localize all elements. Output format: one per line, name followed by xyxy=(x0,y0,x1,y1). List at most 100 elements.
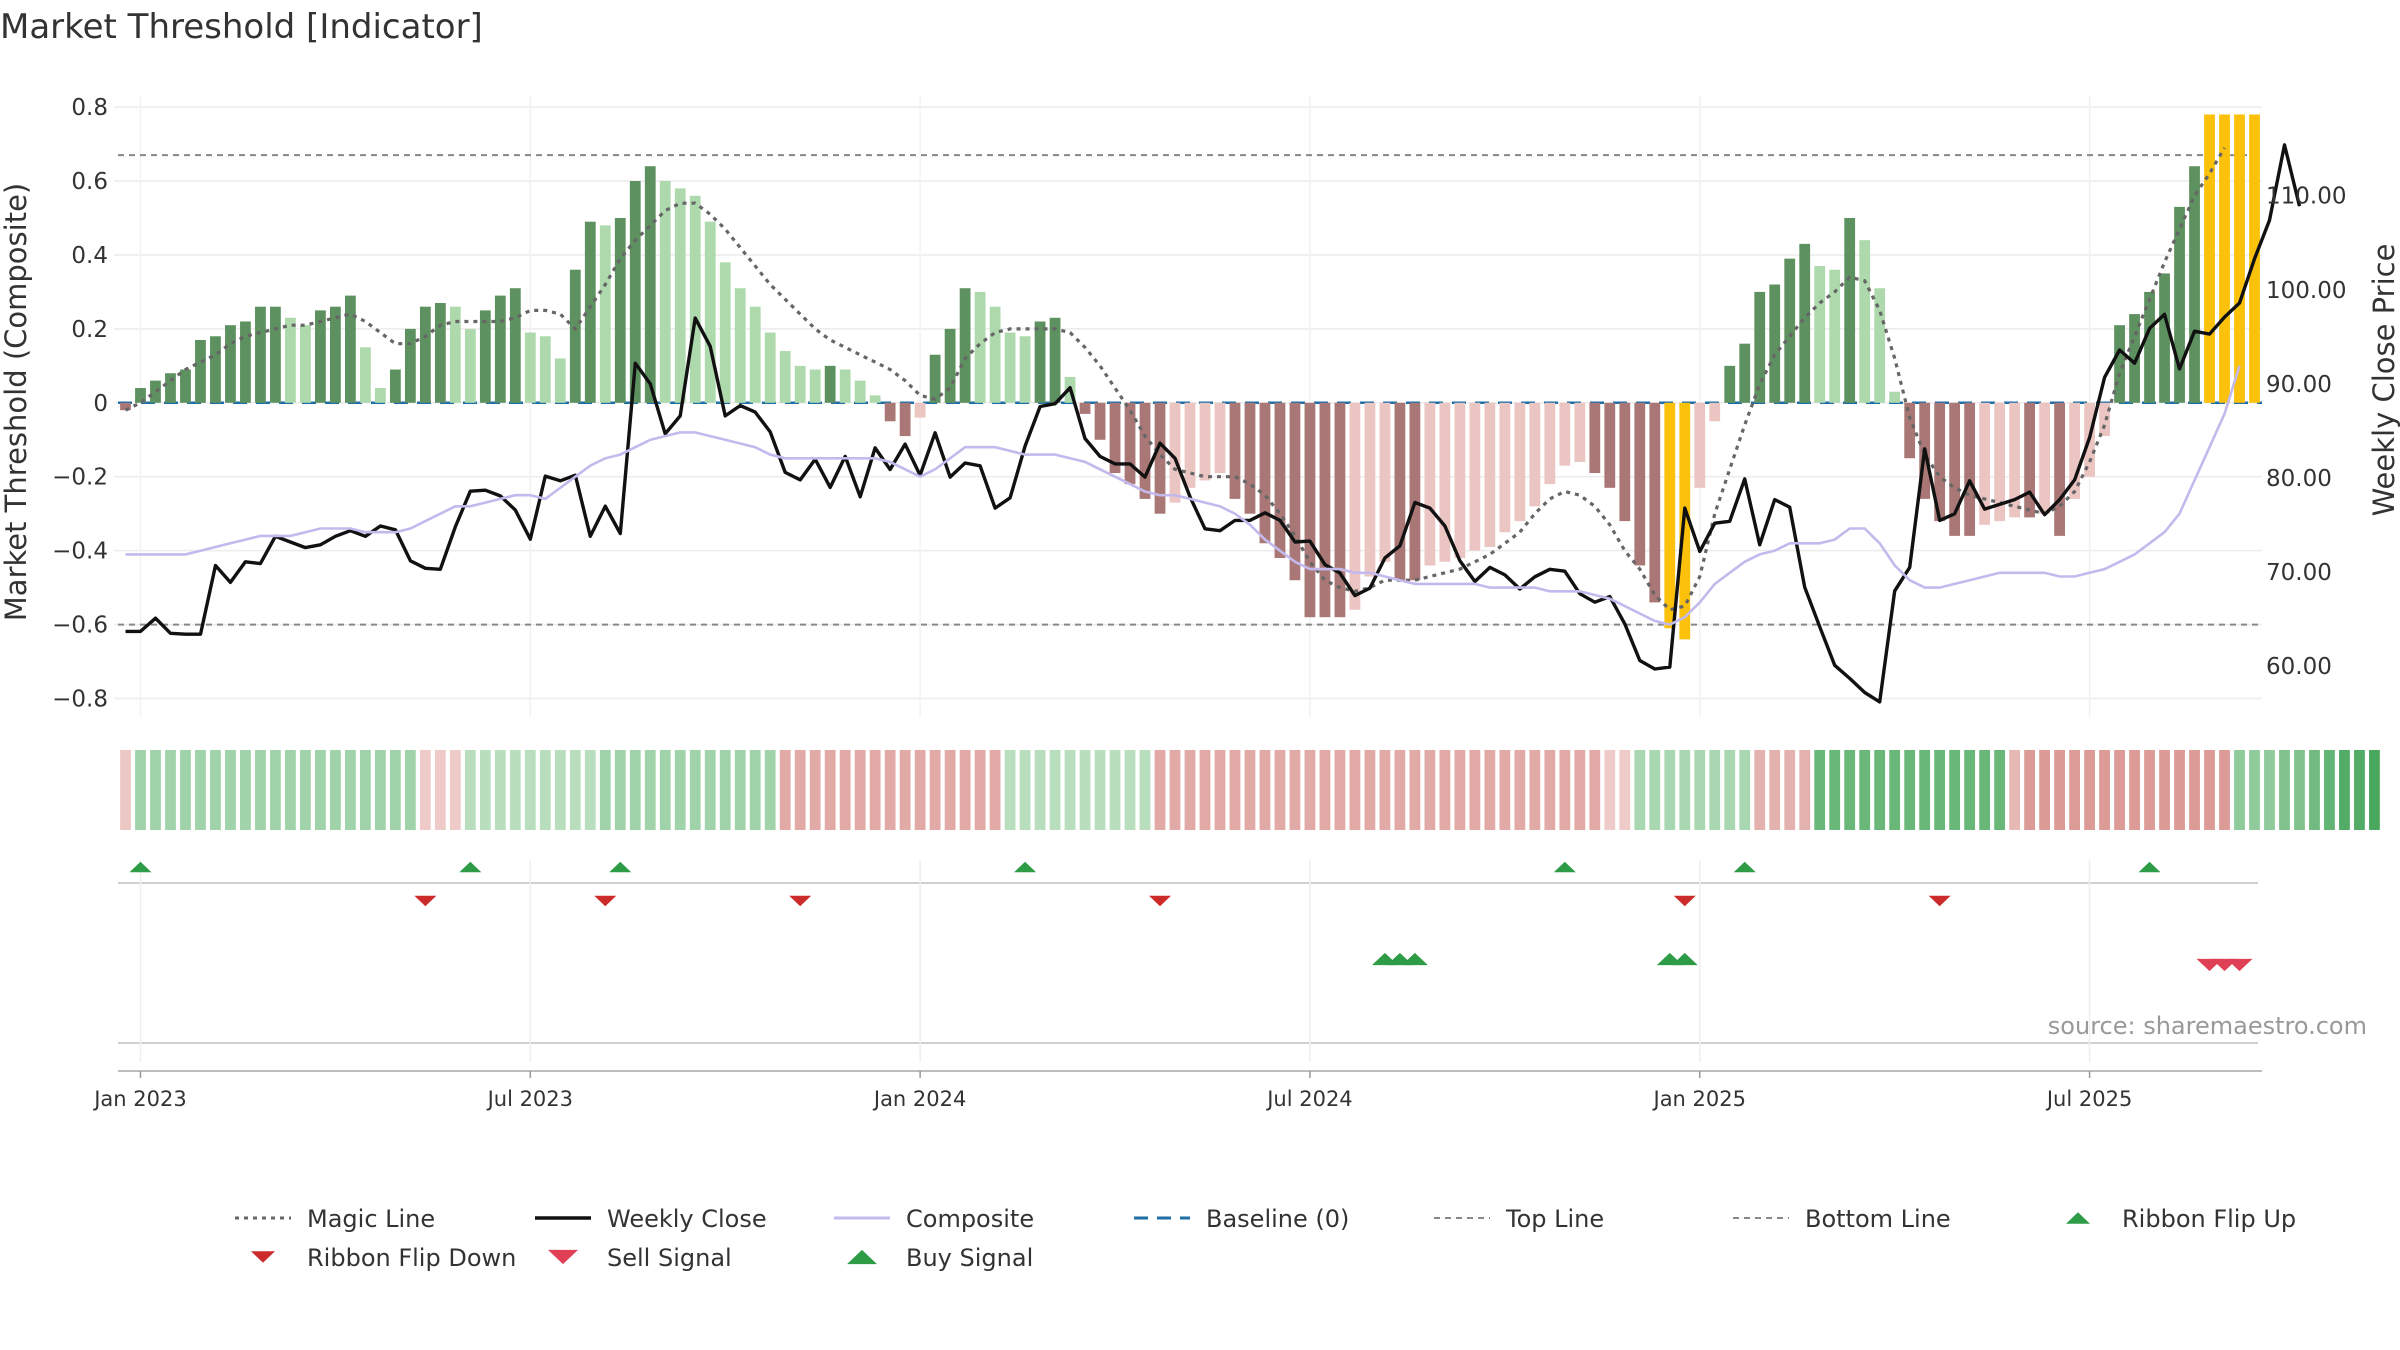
composite-bar xyxy=(599,225,611,403)
ribbon-cell xyxy=(1844,750,1856,830)
composite-bar xyxy=(1184,402,1196,488)
composite-bar xyxy=(1844,217,1856,403)
ribbon-cell xyxy=(689,750,701,830)
buy-signal-marker xyxy=(1671,952,1698,966)
composite-bar xyxy=(1229,402,1241,499)
ribbon-cell xyxy=(1889,750,1901,830)
composite-bar xyxy=(644,166,656,403)
ribbon-cell xyxy=(2309,750,2320,830)
legend-label: Ribbon Flip Down xyxy=(307,1244,516,1272)
ribbon-cell xyxy=(854,750,866,830)
ribbon-cell xyxy=(899,750,911,830)
ribbon-cell xyxy=(2099,750,2110,830)
composite-bar xyxy=(300,325,311,403)
right-tick-label: 100.00 xyxy=(2266,278,2346,304)
composite-bar xyxy=(1004,332,1016,403)
composite-bar xyxy=(1649,402,1661,603)
composite-bar xyxy=(1469,402,1481,551)
composite-bar xyxy=(899,402,911,437)
composite-bar xyxy=(584,221,596,403)
composite-bar xyxy=(1244,402,1256,514)
ribbon-cell xyxy=(1754,750,1766,830)
ribbon-cell xyxy=(1544,750,1556,830)
composite-bar xyxy=(1079,402,1091,414)
composite-bar xyxy=(1214,402,1226,474)
ribbon-flip-up-marker xyxy=(459,861,482,873)
ribbon-cell xyxy=(195,750,206,830)
ribbon-cell xyxy=(2354,750,2365,830)
legend-label: Composite xyxy=(906,1205,1034,1233)
legend-label: Magic Line xyxy=(307,1205,435,1233)
composite-bar xyxy=(1709,402,1721,422)
ribbon-cell xyxy=(1394,750,1406,830)
ribbon-flip-up-marker xyxy=(129,861,152,873)
composite-bar xyxy=(1634,402,1646,566)
ribbon-cell xyxy=(959,750,971,830)
ribbon-cell xyxy=(1379,750,1391,830)
ribbon-cell xyxy=(1499,750,1511,830)
ribbon-cell xyxy=(944,750,956,830)
ribbon-cell xyxy=(1064,750,1076,830)
composite-bar xyxy=(1424,402,1436,566)
ribbon-cell xyxy=(1949,750,1961,830)
composite-bar xyxy=(1964,402,1976,536)
ribbon-cell xyxy=(240,750,251,830)
ribbon-cell xyxy=(1334,750,1346,830)
ribbon-cell xyxy=(2054,750,2065,830)
left-tick-label: −0.2 xyxy=(52,465,108,491)
legend-item: Baseline (0) xyxy=(1134,1205,1349,1233)
ribbon-cell xyxy=(2264,750,2275,830)
legend-item: Buy Signal xyxy=(847,1244,1033,1272)
ribbon-cell xyxy=(869,750,881,830)
ribbon-cell xyxy=(1289,750,1301,830)
composite-bar xyxy=(884,402,896,422)
ribbon-cell xyxy=(494,750,506,830)
ribbon-cell xyxy=(1364,750,1376,830)
composite-bar xyxy=(749,306,761,403)
composite-bar xyxy=(2159,273,2170,403)
ribbon-cell xyxy=(2294,750,2305,830)
ribbon-cell xyxy=(1214,750,1226,830)
ribbon-cell xyxy=(165,750,176,830)
composite-bar xyxy=(689,195,701,403)
ribbon-flip-down-marker xyxy=(414,895,437,907)
composite-bar xyxy=(1604,402,1616,488)
composite-bar xyxy=(824,365,836,403)
ribbon-cell xyxy=(779,750,791,830)
composite-bar xyxy=(1574,402,1586,462)
composite-bar xyxy=(270,306,281,403)
legend-label: Bottom Line xyxy=(1805,1205,1951,1233)
ribbon-cell xyxy=(2204,750,2215,830)
ribbon-cell xyxy=(629,750,641,830)
chart-title: Market Threshold [Indicator] xyxy=(0,7,483,47)
composite-bar xyxy=(1859,240,1871,403)
left-tick-label: −0.6 xyxy=(52,613,108,639)
ribbon-cell xyxy=(1994,750,2006,830)
composite-bar xyxy=(1304,402,1316,618)
ribbon-cell xyxy=(2234,750,2245,830)
composite-bar xyxy=(2174,206,2185,403)
legend-item: Ribbon Flip Up xyxy=(2066,1205,2296,1233)
composite-bar xyxy=(2144,291,2155,403)
composite-bar xyxy=(509,288,521,403)
ribbon-cell xyxy=(419,750,431,830)
ribbon-cell xyxy=(1139,750,1151,830)
composite-bar xyxy=(1589,402,1601,474)
legend-swatch-marker xyxy=(548,1249,578,1265)
composite-bar xyxy=(2189,166,2200,403)
ribbon-cell xyxy=(614,750,626,830)
ribbon-cell xyxy=(449,750,461,830)
composite-bar xyxy=(1439,402,1451,562)
ribbon-cell xyxy=(2159,750,2170,830)
right-tick-label: 80.00 xyxy=(2266,466,2332,492)
composite-bar xyxy=(539,336,551,403)
ribbon-cell xyxy=(330,750,341,830)
ribbon-cell xyxy=(180,750,191,830)
ribbon-cell xyxy=(135,750,146,830)
ribbon-cell xyxy=(974,750,986,830)
legend-item: Ribbon Flip Down xyxy=(251,1244,516,1272)
composite-bar xyxy=(165,373,176,403)
x-axis: Jan 2023 Jul 2023 Jan 2024 Jul 2024 Jan 2025… xyxy=(92,1070,2262,1111)
ribbon-cell xyxy=(1424,750,1436,830)
ribbon-flip-up-marker xyxy=(1733,861,1756,873)
